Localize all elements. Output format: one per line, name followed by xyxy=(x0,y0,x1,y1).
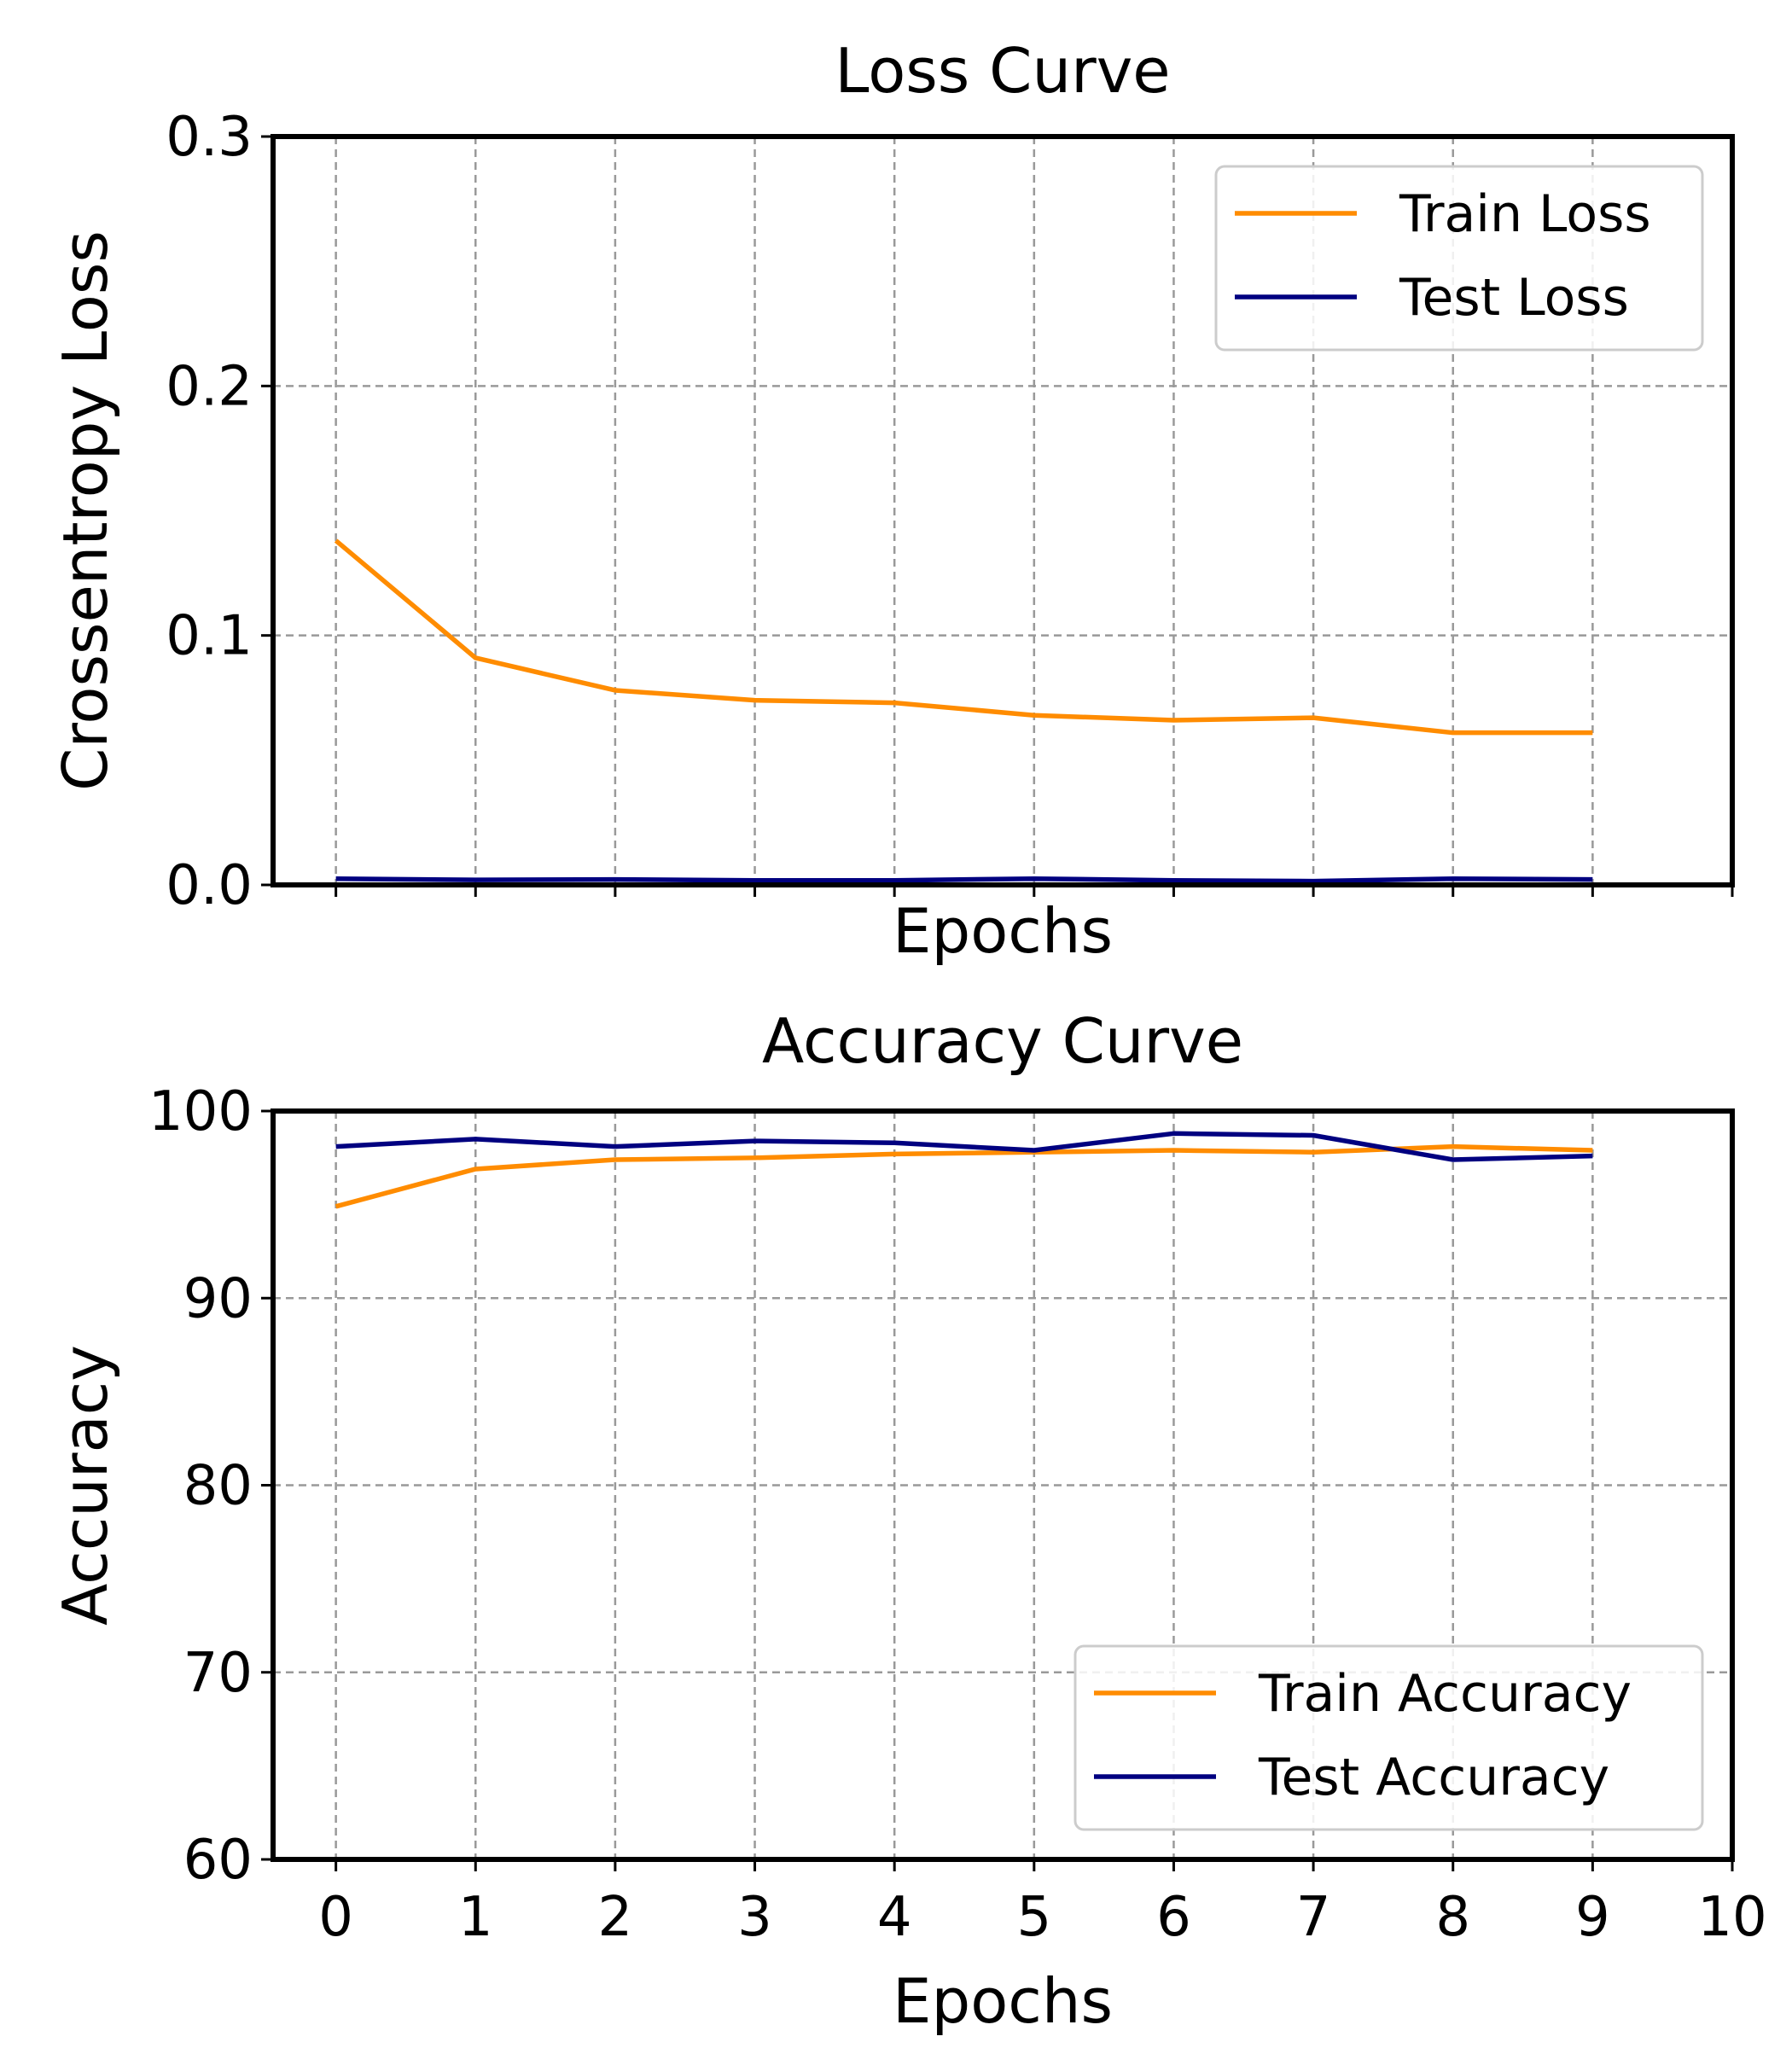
x-tick-label: 7 xyxy=(1296,1886,1331,1949)
legend: Train Loss Test Loss xyxy=(1214,165,1704,352)
x-tick-label: 2 xyxy=(598,1886,633,1949)
x-tick-label: 10 xyxy=(1697,1886,1766,1949)
x-tick-label: 0 xyxy=(318,1886,353,1949)
series-line-train-loss xyxy=(334,538,1593,736)
legend: Train Accuracy Test Accuracy xyxy=(1073,1644,1704,1831)
x-tick-label: 5 xyxy=(1016,1886,1051,1949)
x-axis-label: Epochs xyxy=(893,895,1113,967)
x-tick-label: 6 xyxy=(1156,1886,1191,1949)
legend-label: Test Accuracy xyxy=(1258,1748,1609,1807)
legend-label: Test Loss xyxy=(1399,268,1629,328)
legend-label: Train Loss xyxy=(1399,184,1651,244)
x-tick-label: 4 xyxy=(877,1886,912,1949)
x-tick-label: 9 xyxy=(1575,1886,1610,1949)
series-line-test-loss xyxy=(335,876,1593,884)
y-tick-label: 70 xyxy=(183,1642,253,1705)
x-tick-label: 3 xyxy=(737,1886,772,1949)
series-line-test-accuracy xyxy=(335,1131,1593,1162)
chart-panel-loss: 0.0 0.1 0.2 0.3 Loss Curve Epochs Crossentropy… xyxy=(49,35,1735,967)
x-axis-label: Epochs xyxy=(893,1965,1113,2037)
plot-frame xyxy=(271,134,1735,887)
series-line-train-accuracy xyxy=(335,1143,1593,1209)
y-axis-label: Crossentropy Loss xyxy=(49,230,121,791)
y-tick-label: 0.0 xyxy=(166,854,253,917)
y-axis-label: Accuracy xyxy=(49,1345,121,1626)
y-tick-label: 100 xyxy=(148,1080,253,1143)
legend-label: Train Accuracy xyxy=(1258,1664,1632,1724)
chart-panel-accuracy: 60 70 80 90 100 0 1 2 3 4 5 6 7 8 9 10 Accuracy Curve Epo… xyxy=(49,1005,1767,2037)
y-tick-label: 0.1 xyxy=(166,605,253,668)
y-tick-label: 0.2 xyxy=(166,355,253,418)
y-tick-label: 0.3 xyxy=(166,106,253,169)
chart-title: Loss Curve xyxy=(835,35,1170,107)
y-tick-label: 60 xyxy=(183,1829,253,1892)
x-tick-label: 1 xyxy=(458,1886,493,1949)
y-tick-label: 90 xyxy=(183,1267,253,1330)
y-tick-label: 80 xyxy=(183,1455,253,1518)
x-tick-label: 8 xyxy=(1435,1886,1470,1949)
legend-box xyxy=(1073,1644,1704,1831)
chart-title: Accuracy Curve xyxy=(762,1005,1243,1077)
